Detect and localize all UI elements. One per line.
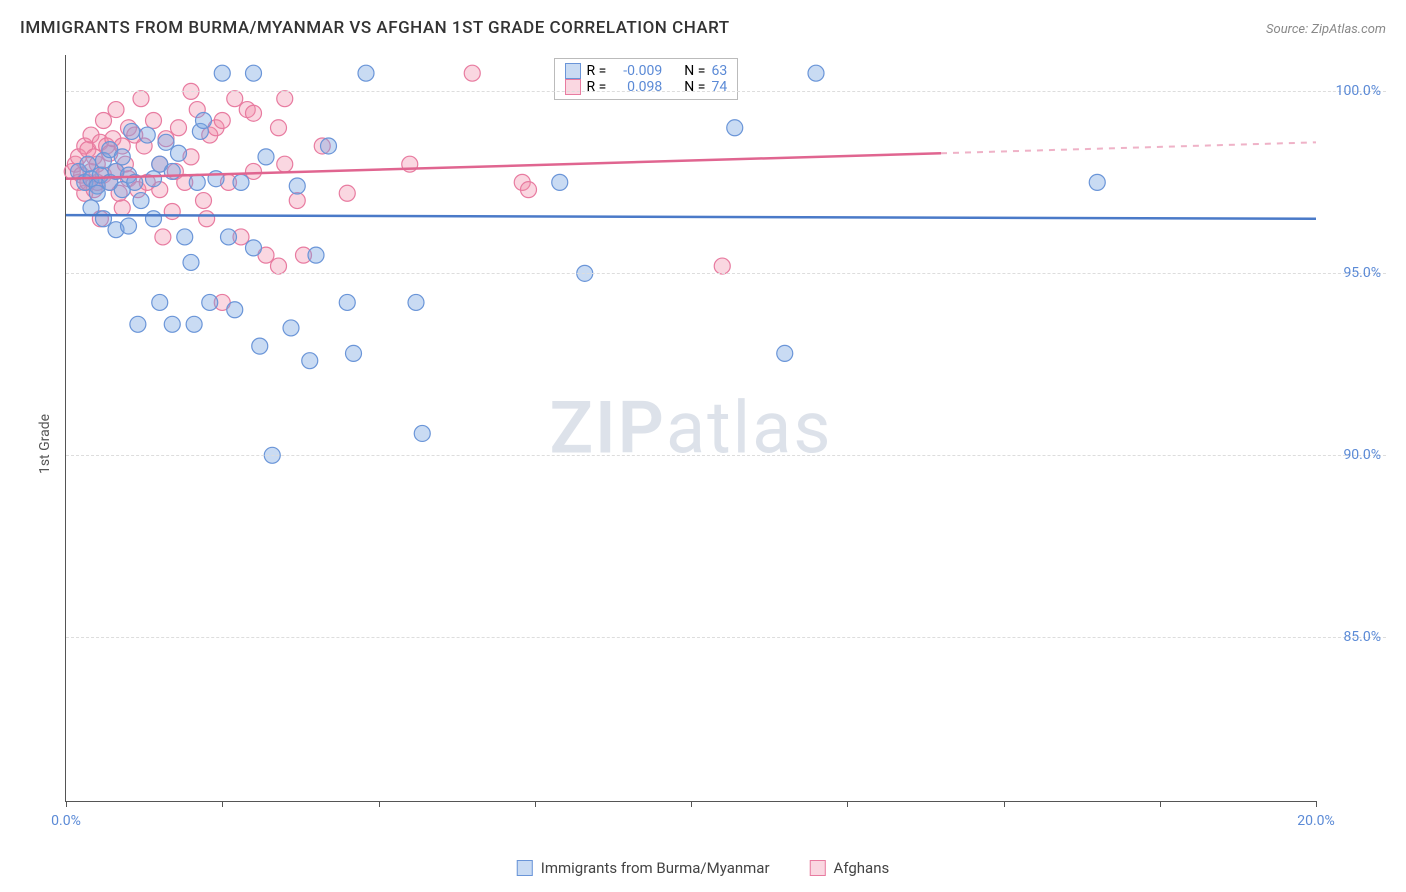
series2-label: Afghans	[834, 859, 890, 877]
r-value-pink: 0.098	[612, 79, 662, 95]
ytick-label: 90.0%	[1343, 447, 1381, 463]
ytick-label: 100.0%	[1336, 83, 1381, 99]
ytick-label: 85.0%	[1343, 629, 1381, 645]
xtick	[1316, 801, 1317, 807]
legend-swatch-blue	[565, 63, 581, 79]
plot-area: ZIPatlas R = -0.009 N = 63 R = 0.098 N =…	[65, 55, 1316, 802]
bottom-legend: Immigrants from Burma/Myanmar Afghans	[517, 859, 889, 877]
xtick-label: 20.0%	[1297, 813, 1335, 829]
gridline	[66, 637, 1386, 638]
n-label: N =	[684, 63, 705, 79]
source-label: Source: ZipAtlas.com	[1266, 22, 1386, 37]
r-value-blue: -0.009	[612, 63, 662, 79]
ytick-label: 95.0%	[1343, 265, 1381, 281]
chart-title: IMMIGRANTS FROM BURMA/MYANMAR VS AFGHAN …	[20, 18, 730, 38]
xtick	[691, 801, 692, 807]
xtick	[1004, 801, 1005, 807]
xtick-label: 0.0%	[51, 813, 81, 829]
n-label: N =	[684, 79, 705, 95]
n-value-blue: 63	[711, 63, 727, 79]
xtick	[847, 801, 848, 807]
gridline	[66, 273, 1386, 274]
legend-swatch-pink	[565, 79, 581, 95]
y-axis-label: 1st Grade	[37, 413, 53, 473]
series1-label: Immigrants from Burma/Myanmar	[541, 859, 770, 877]
gridline	[66, 91, 1386, 92]
legend-swatch-blue-icon	[517, 860, 533, 876]
bottom-legend-item-blue: Immigrants from Burma/Myanmar	[517, 859, 770, 877]
legend-row-pink: R = 0.098 N = 74	[565, 79, 728, 95]
r-label: R =	[587, 79, 607, 95]
plot-svg	[66, 55, 1316, 801]
legend-swatch-pink-icon	[810, 860, 826, 876]
xtick	[535, 801, 536, 807]
bottom-legend-item-pink: Afghans	[810, 859, 890, 877]
gridline	[66, 455, 1386, 456]
xtick	[379, 801, 380, 807]
correlation-legend: R = -0.009 N = 63 R = 0.098 N = 74	[554, 58, 739, 100]
chart-container: 1st Grade ZIPatlas R = -0.009 N = 63 R =…	[45, 55, 1386, 832]
xtick	[222, 801, 223, 807]
r-label: R =	[587, 63, 607, 79]
xtick	[66, 801, 67, 807]
xtick	[1160, 801, 1161, 807]
legend-row-blue: R = -0.009 N = 63	[565, 63, 728, 79]
n-value-pink: 74	[711, 79, 727, 95]
